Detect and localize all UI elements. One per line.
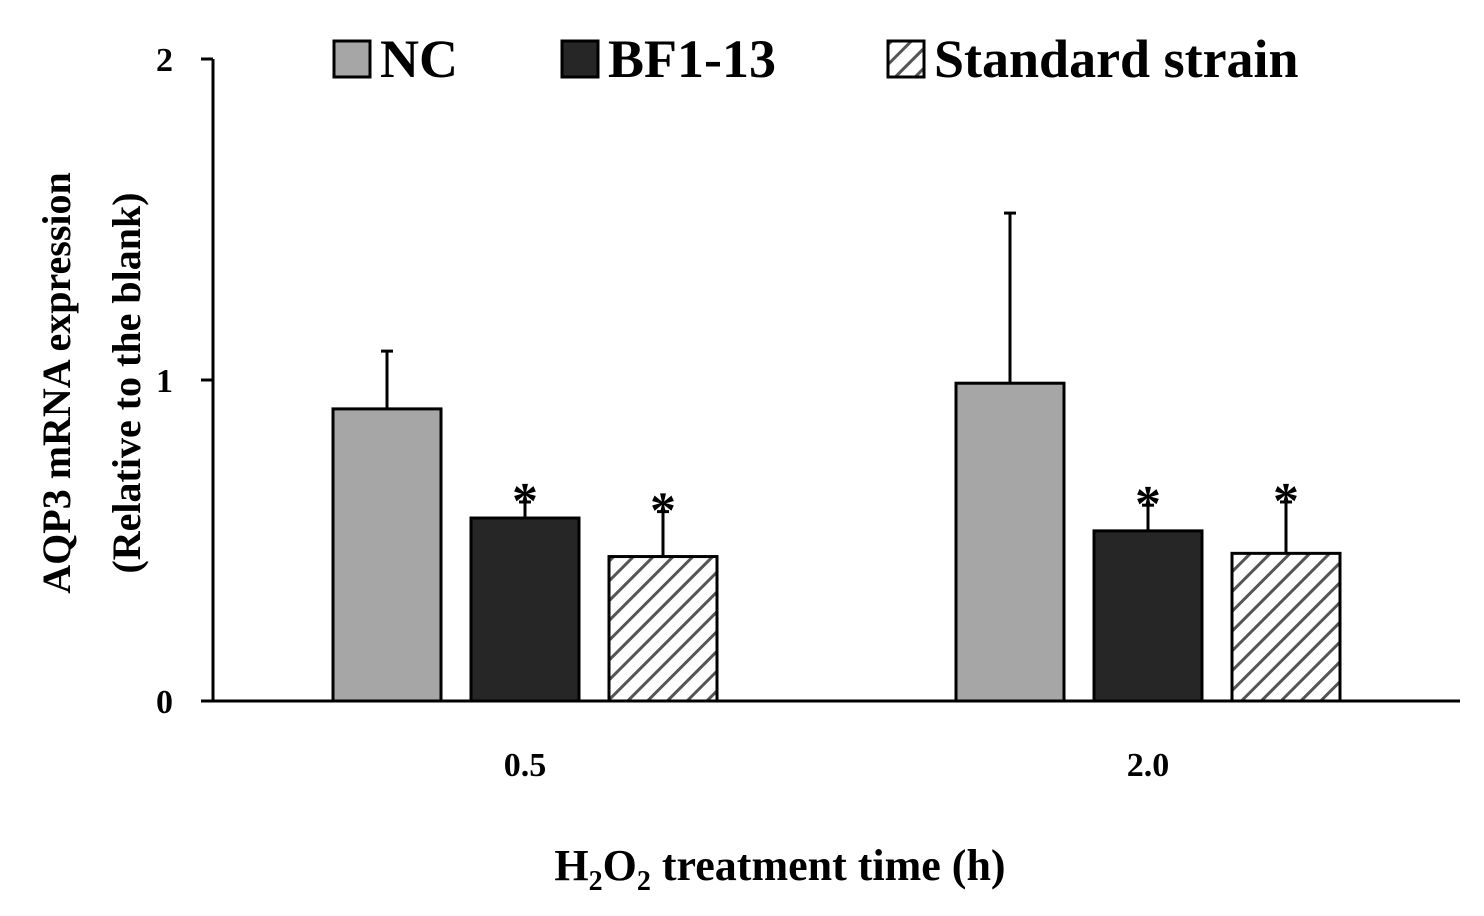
- x-axis-label-sub1: 2: [589, 866, 603, 897]
- y-tick-label: 2: [156, 42, 173, 79]
- significance-star: *: [650, 483, 676, 540]
- bar-standard-strain-2.0: [1230, 551, 1342, 703]
- legend-label: Standard strain: [934, 29, 1299, 89]
- x-tick-label: 0.5: [504, 747, 547, 784]
- x-tick-label: 2.0: [1127, 747, 1170, 784]
- y-axis-label-line1: AQP3 mRNA expression: [34, 172, 79, 593]
- bar-bf1-13-2.0: [1092, 529, 1204, 703]
- x-axis-label-suffix: treatment time (h): [651, 841, 1006, 890]
- bars-group: * * * *: [331, 211, 1342, 703]
- x-axis-label-sub2: 2: [637, 866, 651, 897]
- significance-star: *: [512, 473, 538, 530]
- significance-star: *: [1135, 476, 1161, 533]
- legend-swatch-nc: [332, 39, 372, 79]
- x-axis-label-mid: O: [603, 841, 637, 890]
- x-axis-label: H2O2 treatment time (h): [554, 841, 1005, 897]
- legend-label: BF1-13: [608, 29, 776, 89]
- bar-nc-0.5: [331, 407, 443, 703]
- axes-group: 0 1 2 0.5 2.0: [156, 42, 1460, 784]
- legend-swatch-standard-strain: [886, 39, 926, 79]
- y-tick-label: 0: [156, 684, 173, 721]
- legend: NC BF1-13 Standard strain: [332, 29, 1299, 89]
- legend-swatch-bf1-13: [560, 39, 600, 79]
- y-tick-label: 1: [156, 363, 173, 400]
- legend-label: NC: [380, 29, 458, 89]
- y-axis-label-line2: (Relative to the blank): [104, 192, 149, 573]
- x-axis-label-prefix: H: [554, 841, 588, 890]
- significance-star: *: [1273, 473, 1299, 530]
- bar-bf1-13-0.5: [469, 516, 581, 703]
- bar-nc-2.0: [954, 381, 1066, 703]
- bar-standard-strain-0.5: [607, 555, 719, 703]
